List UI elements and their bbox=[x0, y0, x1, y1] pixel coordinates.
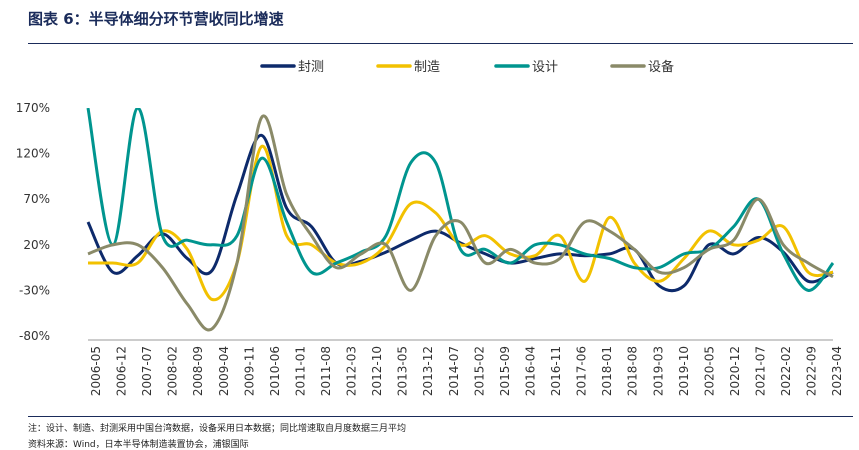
y-tick-label: 20% bbox=[23, 238, 50, 252]
x-tick-label: 2008-09 bbox=[191, 346, 205, 396]
x-tick-label: 2013-12 bbox=[421, 346, 435, 396]
x-tick-label: 2015-02 bbox=[472, 346, 486, 396]
footnote: 注：设计、制造、封测采用中国台湾数据，设备采用日本数据；同比增速取自月度数据三月… bbox=[28, 424, 407, 434]
y-tick-label: 170% bbox=[16, 101, 50, 115]
series-line-2 bbox=[87, 144, 834, 302]
legend-label: 制造 bbox=[414, 60, 440, 75]
y-tick-label: 70% bbox=[23, 192, 50, 206]
x-tick-label: 2011-08 bbox=[319, 346, 333, 396]
footer-divider bbox=[28, 416, 853, 417]
series-line-1 bbox=[86, 133, 834, 293]
x-tick-label: 2018-01 bbox=[600, 346, 614, 396]
x-tick-label: 2021-07 bbox=[753, 346, 767, 396]
series-line-4 bbox=[87, 114, 834, 332]
legend-label: 设计 bbox=[532, 60, 558, 75]
line-chart: 封测 制造 设计 设备 170%120%70%20%-30%-80% 2006-05 2… bbox=[16, 59, 844, 396]
x-tick-label: 2009-04 bbox=[217, 346, 231, 396]
series-lines bbox=[86, 108, 835, 332]
x-tick-label: 2016-04 bbox=[523, 346, 537, 396]
x-tick-label: 2020-05 bbox=[702, 346, 716, 396]
y-tick-label: 120% bbox=[16, 147, 50, 161]
x-axis: 2006-05 2006-12 2007-07 2008-02 2008-09 2009-… bbox=[89, 346, 844, 396]
y-tick-label: -30% bbox=[19, 283, 50, 297]
y-tick-label: -80% bbox=[19, 329, 50, 343]
x-tick-label: 2016-11 bbox=[549, 346, 563, 396]
legend-label: 封测 bbox=[298, 60, 324, 75]
x-tick-label: 2018-08 bbox=[626, 346, 640, 396]
x-tick-label: 2019-03 bbox=[651, 346, 665, 396]
x-tick-label: 2007-07 bbox=[140, 346, 154, 396]
x-tick-label: 2012-10 bbox=[370, 346, 384, 396]
x-tick-label: 2022-09 bbox=[805, 346, 819, 396]
x-tick-label: 2009-11 bbox=[242, 346, 256, 396]
x-tick-label: 2006-12 bbox=[115, 346, 129, 396]
x-tick-label: 2014-07 bbox=[447, 346, 461, 396]
series-line-3 bbox=[86, 108, 835, 292]
x-tick-label: 2013-05 bbox=[396, 346, 410, 396]
y-axis: 170% 120% 70% 20% -30% -80% bbox=[16, 101, 50, 343]
x-tick-label: 2011-01 bbox=[293, 346, 307, 396]
x-tick-label: 2017-06 bbox=[575, 346, 589, 396]
x-tick-label: 2022-02 bbox=[779, 346, 793, 396]
x-tick-label: 2012-03 bbox=[345, 346, 359, 396]
x-tick-label: 2019-10 bbox=[677, 346, 691, 396]
x-tick-label: 2015-09 bbox=[498, 346, 512, 396]
chart-title: 图表 6：半导体细分环节营收同比增速 bbox=[28, 10, 284, 28]
x-tick-label: 2010-06 bbox=[268, 346, 282, 396]
source-note: 资料来源：Wind，日本半导体制造装置协会，浦银国际 bbox=[28, 440, 249, 450]
legend-label: 设备 bbox=[648, 59, 674, 75]
legend: 封测 制造 设计 设备 bbox=[260, 59, 674, 75]
x-tick-label: 2020-12 bbox=[728, 346, 742, 396]
x-tick-label: 2006-05 bbox=[89, 346, 103, 396]
x-tick-label: 2023-04 bbox=[830, 346, 844, 396]
x-tick-label: 2008-02 bbox=[166, 346, 180, 396]
title-divider bbox=[28, 43, 853, 44]
